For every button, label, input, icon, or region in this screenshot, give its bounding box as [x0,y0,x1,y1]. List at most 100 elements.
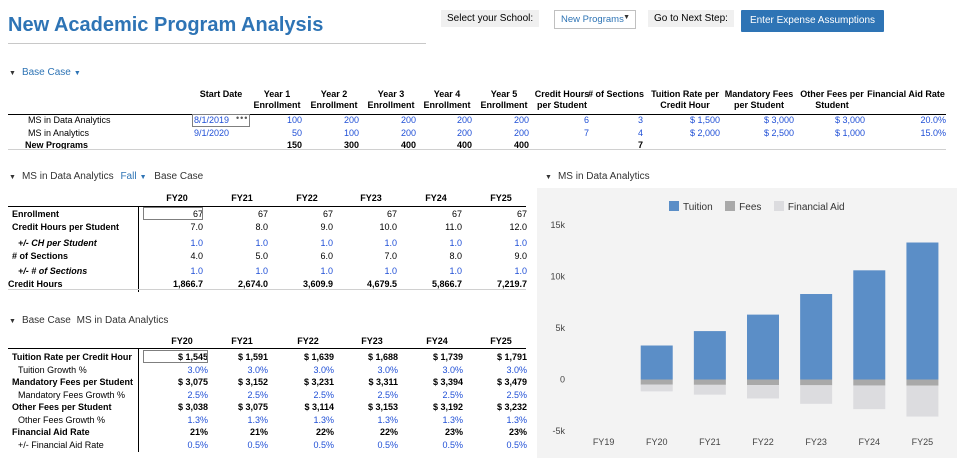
base-case-col-header: Start Date [199,89,243,99]
rates-cell[interactable]: 1.3% [247,415,268,425]
enrollment-cell[interactable]: 1.0 [449,238,462,248]
enrollment-cell[interactable]: 1.0 [514,238,527,248]
base-case-cell[interactable]: 15.0% [920,128,946,138]
y-tick-label: 10k [550,272,565,282]
base-case-cell[interactable]: 200 [513,115,529,125]
base-case-cell[interactable]: 200 [400,115,416,125]
rates-cell[interactable]: 3.0% [187,365,208,375]
base-case-cell[interactable]: 200 [456,128,472,138]
financial-aid-bar [693,384,726,395]
rates-cell[interactable]: 2.5% [313,390,334,400]
enrollment-cell[interactable]: 1.0 [514,266,527,276]
rates-cell[interactable]: 0.5% [442,440,463,450]
start-date-input[interactable] [192,114,250,127]
fees-bar [693,379,726,385]
chevron-down-icon: ▼ [139,174,147,181]
base-case-cell[interactable]: 3 [637,115,643,125]
rates-cell[interactable]: 1.3% [313,415,334,425]
stacked-bar-chart: 15k 10k 5k 0 -5k FY19 FY20 FY21 FY22 FY23 FY24 FY25 [550,220,939,447]
rates-cell[interactable]: 0.5% [506,440,527,450]
base-case-cell[interactable]: $ 2,000 [689,128,720,138]
legend-swatch-aid [773,201,784,211]
base-case-cell[interactable]: 8/1/2019 [194,115,230,125]
enrollment-row-label: Credit Hours per Student [12,222,120,232]
base-case-cell[interactable]: $ 3,000 [834,115,865,125]
rates-cell[interactable]: 2.5% [442,390,463,400]
collapse-triangle-icon[interactable]: ▼ [9,318,16,325]
base-case-cell[interactable]: 200 [456,115,472,125]
base-case-cell[interactable]: 200 [343,115,359,125]
enrollment-cell: 10.0 [379,222,397,232]
rates-cell: 22% [379,427,398,437]
rates-cell[interactable]: 0.5% [187,440,208,450]
term-select[interactable]: Fall ▼ [120,171,146,182]
tuition-bar [853,270,886,380]
enrollment-header: ▼ MS in Data Analytics Fall ▼ Base Case [9,171,203,182]
rates-cell[interactable]: 3.0% [442,365,463,375]
base-case-cell[interactable]: 100 [343,128,359,138]
enrollment-row-label: Enrollment [12,209,60,219]
rates-cell: $ 3,311 [368,377,398,387]
legend-aid-label: Financial Aid [787,202,845,213]
rates-row-label: Other Fees Growth % [18,415,106,425]
base-case-cell[interactable]: 100 [286,115,302,125]
more-options-icon[interactable]: ••• [236,113,249,123]
base-case-cell[interactable]: $ 2,500 [763,128,794,138]
enrollment-input-box[interactable] [143,207,203,220]
page-title: New Academic Program Analysis [8,14,324,36]
enrollment-cell[interactable]: 1.0 [449,266,462,276]
rates-cell[interactable]: 3.0% [313,365,334,375]
base-case-cell[interactable]: 200 [513,128,529,138]
rates-cell: $ 1,639 [303,352,334,362]
base-case-cell[interactable]: $ 1,500 [689,115,720,125]
enrollment-cell[interactable]: 1.0 [190,266,203,276]
collapse-triangle-icon[interactable]: ▼ [545,174,552,181]
base-case-row-label: MS in Data Analytics [28,115,111,125]
tuition-rate-input-box[interactable] [143,350,208,363]
rates-cell[interactable]: 1.3% [506,415,527,425]
rates-cell[interactable]: 0.5% [247,440,268,450]
rates-cell[interactable]: 0.5% [313,440,334,450]
enrollment-year-header: FY20 [166,193,188,203]
base-case-cell[interactable]: 7 [583,128,589,138]
enrollment-cell[interactable]: 1.0 [320,238,333,248]
enrollment-cell[interactable]: 1.0 [320,266,333,276]
collapse-triangle-icon[interactable]: ▼ [9,174,16,181]
base-case-cell[interactable]: $ 1,000 [834,128,865,138]
base-case-header[interactable]: ▼ Base Case ▼ [9,67,81,78]
rates-case-label: Base Case [21,315,71,326]
rates-cell[interactable]: 2.5% [377,390,398,400]
rates-cell[interactable]: 2.5% [187,390,208,400]
enrollment-cell[interactable]: 1.0 [384,238,397,248]
fees-bar [906,379,939,386]
rates-cell[interactable]: 1.3% [377,415,398,425]
fees-bar [800,379,833,386]
rates-cell[interactable]: 3.0% [247,365,268,375]
enrollment-cell[interactable]: 1.0 [384,266,397,276]
rates-cell[interactable]: 2.5% [247,390,268,400]
base-case-cell[interactable]: 50 [291,128,302,138]
rates-cell[interactable]: 3.0% [377,365,398,375]
rates-cell[interactable]: 2.5% [506,390,527,400]
enter-expense-assumptions-button[interactable]: Enter Expense Assumptions [741,10,884,32]
rates-year-header: FY23 [361,336,383,346]
rates-cell[interactable]: 3.0% [506,365,527,375]
base-case-cell[interactable]: 4 [637,128,643,138]
rates-cell[interactable]: 0.5% [377,440,398,450]
enrollment-cell[interactable]: 1.0 [255,238,268,248]
base-case-col-header: Year 5 Enrollment [480,89,528,110]
base-case-col-header: # of Sections [587,89,644,99]
base-case-cell[interactable]: 20.0% [920,115,946,125]
enrollment-row-label: Credit Hours [8,279,63,289]
rates-vertical-rule [138,348,139,452]
school-select[interactable]: New Programs ▼ [554,10,636,29]
rates-cell[interactable]: 1.3% [442,415,463,425]
base-case-cell[interactable]: $ 3,000 [763,115,794,125]
base-case-cell[interactable]: 200 [400,128,416,138]
enrollment-cell[interactable]: 1.0 [255,266,268,276]
base-case-col-header: Credit Hours per Student [534,89,590,110]
base-case-cell[interactable]: 6 [583,115,589,125]
rates-cell[interactable]: 1.3% [187,415,208,425]
enrollment-cell[interactable]: 1.0 [190,238,203,248]
base-case-cell[interactable]: 9/1/2020 [194,128,230,138]
